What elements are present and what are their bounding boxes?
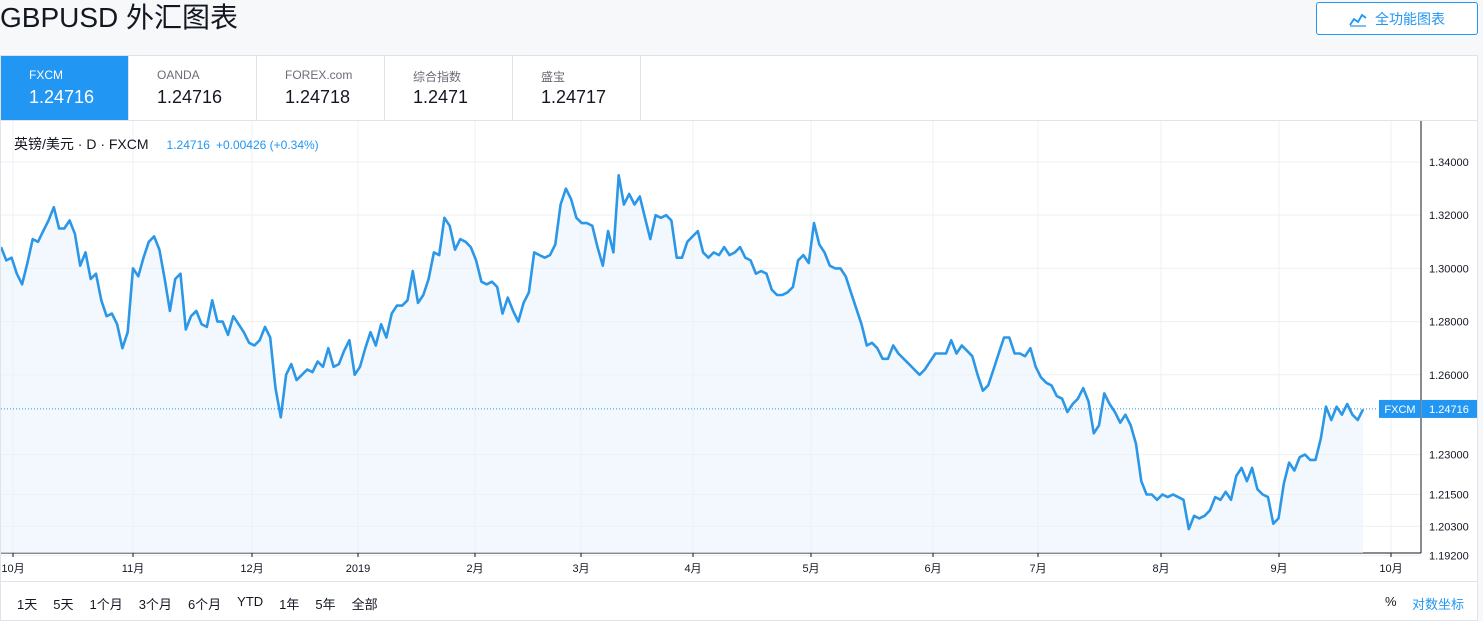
chart-line-icon bbox=[1349, 13, 1367, 27]
percent-scale-button[interactable]: % bbox=[1385, 594, 1397, 609]
x-tick-label: 6月 bbox=[924, 563, 941, 575]
range-button[interactable]: 5年 bbox=[315, 597, 336, 612]
legend-last: 1.24716 bbox=[166, 138, 210, 152]
tab-name: OANDA bbox=[157, 68, 200, 82]
chart-panel: FXCM 1.24716 OANDA 1.24716 FOREX.com 1.2471… bbox=[0, 55, 1478, 621]
x-tick-label: 2月 bbox=[466, 563, 483, 575]
range-buttons: 1天 5天 1个月 3个月 6个月 YTD 1年 5年 全部 bbox=[9, 594, 386, 613]
x-tick-label: 8月 bbox=[1152, 563, 1169, 575]
y-tick-label: 1.19200 bbox=[1429, 551, 1469, 563]
price-chart[interactable]: 1.34000 1.32000 1.30000 1.28000 1.26000 1.230… bbox=[1, 56, 1477, 581]
tab-saxo[interactable]: 盛宝 1.24717 bbox=[513, 56, 641, 120]
y-tick-label: 1.21500 bbox=[1429, 489, 1469, 501]
last-value-source-label: FXCM bbox=[1384, 404, 1415, 416]
source-tabs: FXCM 1.24716 OANDA 1.24716 FOREX.com 1.2471… bbox=[1, 56, 641, 120]
y-tick-label: 1.23000 bbox=[1429, 450, 1469, 462]
tab-value: 1.24716 bbox=[29, 87, 95, 107]
tab-name: FOREX.com bbox=[285, 68, 353, 82]
full-chart-button[interactable]: 全功能图表 bbox=[1316, 2, 1478, 35]
x-tick-label: 3月 bbox=[572, 563, 589, 575]
x-tick-label: 12月 bbox=[240, 563, 263, 575]
series-line bbox=[1, 174, 1365, 531]
x-tick-label: 4月 bbox=[684, 563, 701, 575]
full-chart-label: 全功能图表 bbox=[1375, 10, 1445, 27]
tab-composite[interactable]: 综合指数 1.2471 bbox=[385, 56, 513, 120]
tab-forex-com[interactable]: FOREX.com 1.24718 bbox=[257, 56, 385, 120]
tab-name: 盛宝 bbox=[541, 70, 566, 84]
y-tick-label: 1.20300 bbox=[1429, 521, 1469, 533]
page-title: GBPUSD 外汇图表 bbox=[0, 2, 239, 33]
legend-symbol: 英镑/美元 · D · FXCM bbox=[14, 136, 149, 152]
tab-value: 1.24718 bbox=[285, 87, 351, 107]
range-button[interactable]: 1年 bbox=[279, 597, 300, 612]
range-button[interactable]: 1天 bbox=[17, 597, 38, 612]
range-toolbar: 1天 5天 1个月 3个月 6个月 YTD 1年 5年 全部 % 对数坐标 bbox=[1, 581, 1477, 621]
y-tick-label: 1.30000 bbox=[1429, 263, 1469, 275]
range-button[interactable]: 5天 bbox=[53, 597, 74, 612]
range-button[interactable]: 3个月 bbox=[138, 597, 172, 612]
series-area-fill bbox=[1, 175, 1363, 554]
range-button[interactable]: YTD bbox=[237, 594, 264, 609]
tab-fxcm[interactable]: FXCM 1.24716 bbox=[1, 56, 129, 120]
legend-change: +0.00426 (+0.34%) bbox=[215, 138, 319, 152]
chart-legend: 英镑/美元 · D · FXCM 1.24716 +0.00426 (+0.34%… bbox=[14, 134, 325, 154]
tab-value: 1.24717 bbox=[541, 87, 607, 107]
y-tick-label: 1.26000 bbox=[1429, 370, 1469, 382]
range-button[interactable]: 全部 bbox=[351, 597, 378, 612]
x-tick-label: 11月 bbox=[122, 563, 144, 575]
tab-oanda[interactable]: OANDA 1.24716 bbox=[129, 56, 257, 120]
x-tick-label: 7月 bbox=[1029, 563, 1046, 575]
y-tick-label: 1.28000 bbox=[1429, 317, 1469, 329]
x-tick-label: 10月 bbox=[1, 563, 24, 575]
tab-name: FXCM bbox=[29, 68, 63, 82]
last-value-source-tag bbox=[1379, 399, 1421, 418]
y-tick-label: 1.34000 bbox=[1429, 157, 1469, 169]
x-tick-label: 10月 bbox=[1379, 563, 1402, 575]
x-tick-label: 5月 bbox=[802, 563, 819, 575]
last-value-price-tag bbox=[1422, 399, 1477, 418]
tab-name: 综合指数 bbox=[413, 70, 462, 84]
y-tick-label: 1.32000 bbox=[1429, 210, 1469, 222]
x-tick-label: 9月 bbox=[1270, 563, 1287, 575]
last-value-price-label: 1.24716 bbox=[1429, 404, 1469, 416]
tab-value: 1.2471 bbox=[413, 87, 469, 107]
log-scale-button[interactable]: 对数坐标 bbox=[1412, 597, 1465, 612]
tab-value: 1.24716 bbox=[157, 87, 223, 107]
range-button[interactable]: 1个月 bbox=[89, 597, 123, 612]
x-tick-label: 2019 bbox=[346, 563, 370, 575]
range-button[interactable]: 6个月 bbox=[187, 597, 222, 612]
tabs-divider bbox=[1, 120, 1477, 121]
